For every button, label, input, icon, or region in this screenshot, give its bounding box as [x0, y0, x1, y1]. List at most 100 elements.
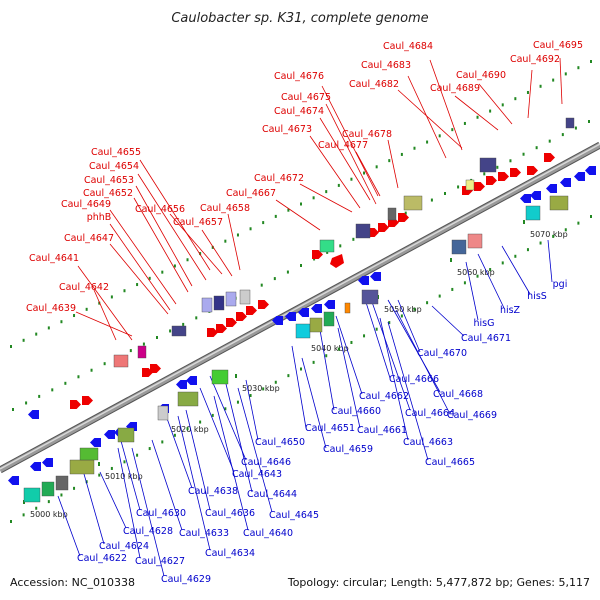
leader-line-forward [321, 85, 379, 197]
feature-box-magenta [137, 345, 147, 359]
guide-dot-lower [501, 261, 504, 265]
guide-dot-lower [463, 281, 466, 285]
guide-dot-lower [312, 360, 315, 364]
gene-arrow-forward [312, 250, 323, 259]
guide-dot-inner [260, 283, 263, 287]
feature-box-cyan [295, 323, 311, 339]
leader-line-reverse [387, 321, 429, 461]
guide-dot-lower [262, 387, 265, 391]
guide-dot-outer [501, 103, 504, 107]
leader-line-reverse [117, 429, 141, 511]
scale-tick-mark [98, 462, 100, 466]
guide-dot-lower [539, 241, 542, 245]
leader-line-forward [407, 75, 447, 159]
guide-dot-lower [526, 248, 529, 252]
leader-line-reverse [117, 447, 141, 559]
leader-line-reverse [465, 261, 479, 321]
guide-dot-lower [211, 413, 214, 417]
gene-label-forward: Caul_4674 [274, 106, 324, 117]
feature-box-green [79, 447, 99, 461]
guide-dot-lower [413, 307, 416, 311]
feature-box-steel [451, 239, 467, 255]
gene-label-reverse: pgi [553, 279, 568, 290]
guide-dot-outer [577, 66, 580, 70]
gene-label-forward: Caul_4639 [26, 303, 76, 314]
guide-dot-lower [438, 294, 441, 298]
guide-dot-inner [12, 408, 14, 411]
leader-line-reverse [57, 495, 81, 557]
guide-dot-inner [90, 368, 93, 372]
leader-line-forward [109, 209, 177, 305]
leader-line-reverse [177, 415, 211, 551]
gene-arrow-reverse [28, 410, 39, 419]
guide-dot-inner [64, 381, 67, 385]
gene-arrow-forward [150, 364, 161, 373]
gene-label-reverse: Caul_4622 [77, 553, 127, 564]
feature-box-olive [309, 317, 323, 333]
gene-arrow-forward [510, 168, 521, 177]
guide-dot-outer [148, 276, 151, 280]
leader-line-reverse [379, 317, 409, 441]
gene-arrow-reverse [104, 430, 115, 439]
feature-box-yellow [465, 179, 475, 191]
guide-dot-inner [352, 237, 355, 241]
feature-box-pink [113, 354, 129, 368]
feature-box-navy [565, 117, 575, 129]
guide-dot-outer [73, 314, 76, 318]
gene-label-forward: Caul_4657 [173, 217, 223, 228]
gene-label-reverse: Caul_4661 [357, 425, 407, 436]
gene-label-forward: Caul_4647 [64, 233, 114, 244]
leader-line-forward [227, 213, 241, 271]
guide-dot-lower [375, 327, 378, 331]
gene-arrow-forward [70, 400, 81, 409]
leader-line-reverse [431, 305, 465, 337]
guide-dot-outer [526, 90, 529, 94]
gene-label-forward: Caul_4652 [83, 188, 133, 199]
leader-line-reverse [131, 447, 165, 577]
guide-dot-lower [22, 513, 25, 517]
gene-arrow-forward [246, 306, 257, 315]
gene-arrow-reverse [574, 172, 585, 181]
gene-label-reverse: Caul_4646 [241, 457, 291, 468]
guide-dot-inner [404, 211, 407, 215]
guide-dot-inner [156, 336, 158, 339]
leader-line-forward [275, 199, 321, 231]
feature-box-navy [213, 295, 225, 311]
leader-line-forward [139, 159, 211, 271]
guide-dot-inner [326, 250, 329, 254]
scale-tick-mark [235, 374, 237, 378]
leader-line-reverse [371, 301, 411, 411]
gene-label-reverse: Caul_4668 [433, 389, 483, 400]
guide-dot-lower [10, 520, 12, 523]
guide-dot-outer [287, 208, 290, 212]
gene-arrow-forward [474, 182, 485, 191]
guide-dot-lower [350, 340, 353, 344]
feature-box-pink [467, 233, 483, 249]
guide-dot-outer [476, 115, 479, 119]
guide-dot-outer [350, 177, 353, 181]
guide-dot-inner [182, 322, 185, 326]
feature-box-olive [403, 195, 423, 211]
guide-dot-inner [548, 139, 551, 143]
gene-arrow-reverse [560, 178, 571, 187]
gene-arrow-reverse [585, 166, 596, 175]
feature-box-teal [23, 487, 41, 503]
gene-label-reverse: Caul_4669 [447, 410, 497, 421]
gene-arrow-reverse [370, 272, 381, 281]
scale-tick-mark [523, 220, 525, 224]
gene-label-forward: Caul_4667 [226, 188, 276, 199]
gene-arrow-forward [544, 153, 555, 162]
gene-label-forward: Caul_4684 [383, 41, 433, 52]
leader-line-reverse [185, 409, 211, 511]
guide-dot-inner [444, 192, 446, 195]
feature-box-navy [479, 157, 497, 173]
scale-tick-label: 5000 kbp [30, 510, 68, 519]
feature-box-olive [177, 391, 199, 407]
guide-dot-outer [438, 134, 441, 138]
guide-dot-outer [514, 97, 517, 101]
guide-dot-outer [552, 78, 555, 82]
guide-dot-outer [300, 202, 302, 206]
guide-dot-outer [35, 332, 38, 336]
guide-dot-lower [451, 287, 454, 291]
